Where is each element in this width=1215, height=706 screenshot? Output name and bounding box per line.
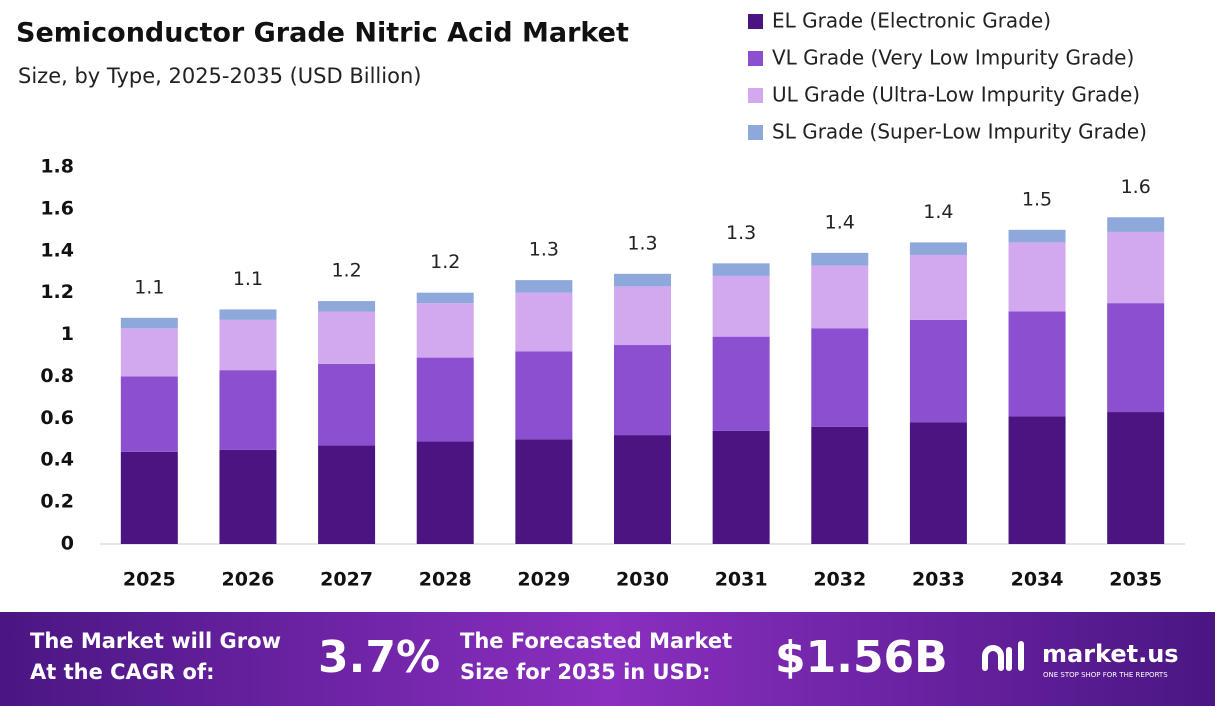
chart-title: Semiconductor Grade Nitric Acid Market [16, 18, 629, 49]
legend-label: EL Grade (Electronic Grade) [772, 9, 1051, 33]
legend-label: UL Grade (Ultra-Low Impurity Grade) [772, 83, 1140, 107]
x-tick-label: 2031 [715, 569, 768, 591]
bar-segment [120, 317, 178, 329]
x-tick-label: 2029 [517, 569, 570, 591]
bar-segment [1008, 311, 1066, 417]
y-tick-label: 0 [61, 533, 74, 555]
brand-tagline: ONE STOP SHOP FOR THE REPORTS [1043, 671, 1168, 679]
x-tick-label: 2030 [616, 569, 669, 591]
legend-label: SL Grade (Super-Low Impurity Grade) [772, 120, 1147, 144]
bar-segment [712, 336, 770, 431]
y-tick-label: 1 [61, 323, 74, 345]
bar-segment [1008, 229, 1066, 243]
bar-segment [120, 451, 178, 544]
bar-segment [909, 254, 967, 320]
bar-segment [318, 445, 376, 544]
y-tick-label: 0.8 [40, 365, 74, 387]
y-tick-label: 1.2 [40, 281, 74, 303]
bar-segment [219, 309, 277, 320]
bar-segment [515, 292, 573, 352]
logo-shape [982, 645, 1004, 671]
bar-segment [416, 357, 474, 442]
x-tick-label: 2034 [1011, 569, 1064, 591]
y-tick-label: 1.6 [40, 197, 74, 219]
bar-segment [1107, 412, 1165, 544]
total-label: 1.4 [923, 201, 953, 223]
bar-segment [219, 319, 277, 371]
total-label: 1.4 [825, 211, 855, 233]
x-tick-label: 2027 [320, 569, 373, 591]
bar-segment [515, 351, 573, 440]
bar-segment [811, 426, 869, 544]
bar-segment [1107, 217, 1165, 232]
bar-segment [515, 280, 573, 293]
footer-band [0, 612, 1215, 706]
bar-segment [614, 273, 671, 287]
x-tick-label: 2028 [419, 569, 472, 591]
y-tick-label: 0.6 [40, 407, 74, 429]
y-tick-label: 0.2 [40, 491, 74, 513]
bar-segment [1107, 303, 1165, 413]
total-label: 1.3 [529, 239, 559, 261]
total-label: 1.3 [726, 222, 756, 244]
bar-segment [811, 328, 869, 427]
x-tick-label: 2026 [222, 569, 275, 591]
x-tick-label: 2035 [1109, 569, 1162, 591]
bar-segment [614, 345, 671, 436]
bar-segment [811, 265, 869, 329]
footer-text: At the CAGR of: [30, 660, 215, 684]
bar-segment [120, 328, 178, 377]
legend-swatch [748, 125, 763, 140]
bar-segment [416, 441, 474, 544]
bar-segment [811, 252, 869, 266]
bar-segment [614, 286, 671, 346]
legend-label: VL Grade (Very Low Impurity Grade) [772, 46, 1134, 70]
total-label: 1.2 [430, 251, 460, 273]
bar-segment [712, 275, 770, 337]
bar-segment [219, 370, 277, 450]
bar-segment [712, 263, 770, 276]
bar-segment [1107, 231, 1165, 304]
bar-segment [1008, 242, 1066, 312]
bar-segment [712, 430, 770, 544]
bar-segment [416, 292, 474, 304]
bar-segment [909, 319, 967, 423]
total-label: 1.1 [134, 276, 164, 298]
bar-segment [318, 363, 376, 446]
bar-segment [120, 376, 178, 452]
bar-segment [318, 301, 376, 312]
total-label: 1.6 [1121, 176, 1151, 198]
bar-segment [1008, 416, 1066, 544]
bar-segment [909, 242, 967, 255]
x-tick-label: 2025 [123, 569, 176, 591]
y-tick-label: 1.8 [40, 156, 74, 178]
footer-value: $1.56B [775, 632, 948, 683]
bar-segment [318, 311, 376, 364]
brand-logo [982, 641, 1024, 671]
total-label: 1.2 [331, 260, 361, 282]
footer-text: Size for 2035 in USD: [460, 660, 711, 684]
legend-swatch [748, 14, 763, 29]
total-label: 1.1 [233, 268, 263, 290]
legend-swatch [748, 51, 763, 66]
bar-segment [515, 439, 573, 544]
chart-subtitle: Size, by Type, 2025-2035 (USD Billion) [18, 64, 421, 88]
x-tick-label: 2032 [813, 569, 866, 591]
bar-segment [614, 435, 671, 544]
bar-segment [219, 449, 277, 544]
footer-value: 3.7% [318, 632, 440, 683]
footer-text: The Forecasted Market [460, 629, 732, 653]
y-tick-label: 1.4 [40, 239, 74, 261]
brand-name: market.us [1042, 640, 1179, 668]
x-tick-label: 2033 [912, 569, 965, 591]
bar-segment [909, 422, 967, 544]
legend-swatch [748, 88, 763, 103]
total-label: 1.5 [1022, 188, 1052, 210]
footer-text: The Market will Grow [30, 629, 281, 653]
y-tick-label: 0.4 [40, 449, 74, 471]
total-label: 1.3 [627, 232, 657, 254]
bar-segment [416, 303, 474, 358]
